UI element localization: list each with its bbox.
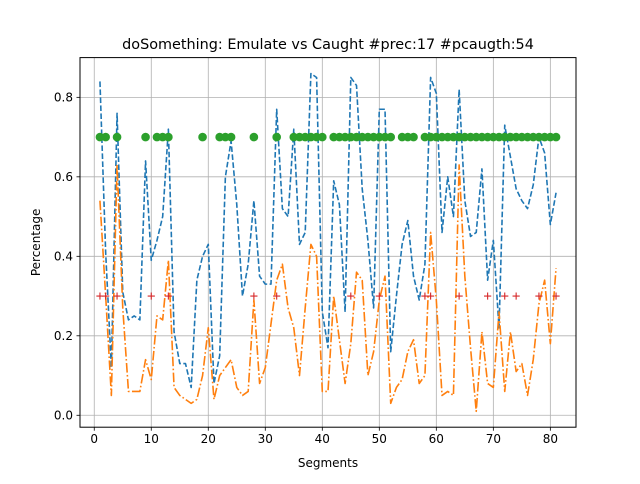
x-tick-label: 40 [315, 432, 330, 446]
red-plus-marker [347, 292, 355, 300]
green-circle-marker [164, 132, 173, 142]
green-circle-marker [386, 132, 396, 142]
y-tick-label: 0.4 [54, 250, 73, 264]
green-circle-marker [409, 132, 418, 142]
red-plus-marker [552, 292, 560, 300]
red-plus-marker [512, 292, 520, 300]
x-tick-label: 10 [144, 432, 159, 446]
red-plus-marker [273, 292, 281, 300]
red-plus-marker [375, 292, 383, 300]
y-axis-label: Percentage [29, 209, 43, 277]
x-tick-label: 70 [486, 432, 501, 446]
red-plus-marker [501, 292, 509, 300]
green-circle-marker [101, 132, 110, 142]
caught-series-line [99, 164, 557, 413]
x-tick-label: 30 [258, 432, 273, 446]
red-plus-marker [250, 292, 258, 300]
red-plus-marker [147, 292, 155, 300]
x-axis-label: Segments [298, 456, 358, 470]
emulate-series-line [99, 72, 557, 389]
series [95, 72, 561, 413]
y-tick-label: 0.6 [54, 170, 73, 184]
x-tick-label: 20 [201, 432, 216, 446]
y-tick-label: 0.8 [54, 91, 73, 105]
ticks: 0 10 20 30 40 50 60 70 80 0.0 0.2 0.4 0.6 0.8 [54, 91, 558, 447]
x-tick-label: 80 [543, 432, 558, 446]
red-plus-marker [102, 292, 110, 300]
green-circle-marker [226, 132, 236, 142]
y-tick-label: 0.2 [54, 329, 73, 343]
green-circle-marker [141, 132, 150, 142]
red-plus-marker [164, 292, 172, 300]
red-plus-marker [535, 292, 543, 300]
green-circle-marker [272, 132, 281, 142]
red-plus-marker [455, 292, 463, 300]
red-plus-marker [484, 292, 492, 300]
x-tick-label: 60 [429, 432, 444, 446]
green-circle-marker [249, 132, 259, 142]
green-circle-marker [551, 132, 561, 142]
x-tick-label: 50 [372, 432, 387, 446]
grid [80, 57, 576, 428]
red-plus-marker [427, 292, 435, 300]
green-circle-marker [112, 132, 122, 142]
plot-frame [79, 57, 577, 428]
y-tick-label: 0.0 [54, 409, 73, 423]
x-tick-label: 0 [90, 432, 98, 446]
red-plus-marker [113, 292, 121, 300]
green-circle-marker [198, 132, 207, 142]
green-circle-marker [317, 132, 327, 142]
chart-title: doSomething: Emulate vs Caught #prec:17 … [122, 37, 534, 53]
